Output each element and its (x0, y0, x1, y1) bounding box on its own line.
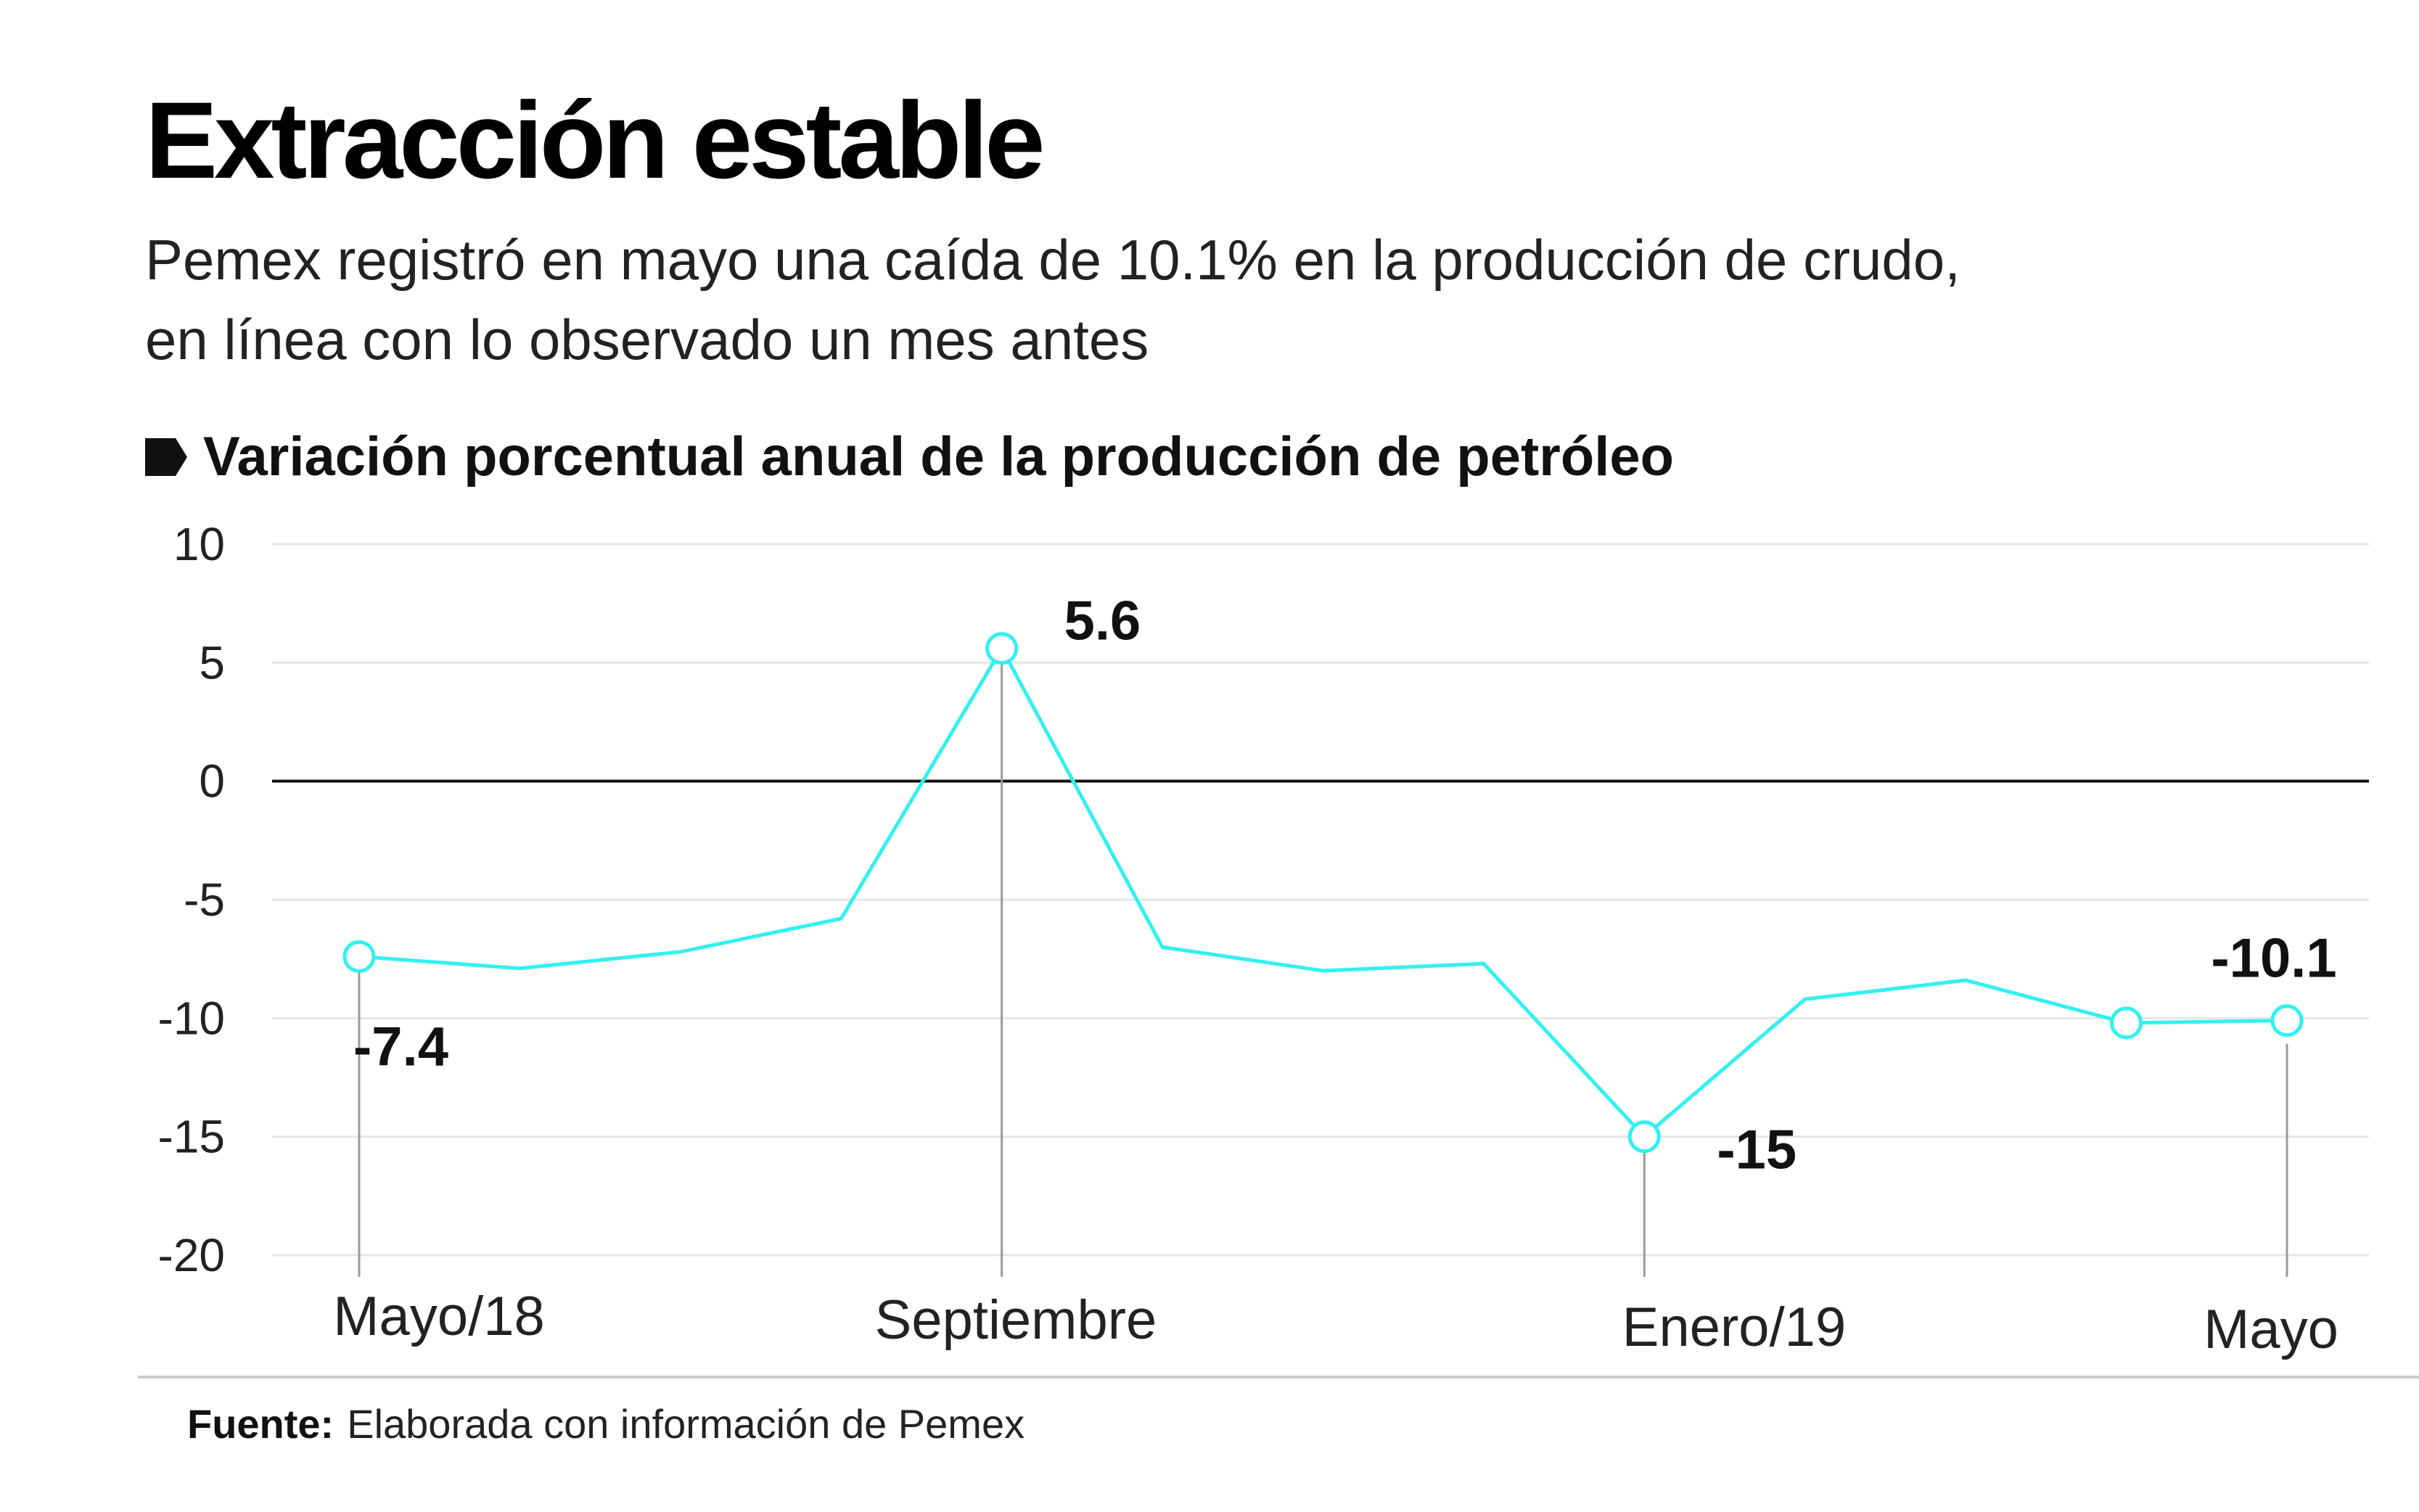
data-point-marker (2270, 1004, 2304, 1038)
data-point-marker (342, 940, 376, 973)
data-point-marker (985, 632, 1019, 665)
y-tick-label: -5 (184, 874, 225, 926)
data-label: -15 (1717, 1119, 1796, 1181)
x-tick-label: Mayo (2204, 1299, 2338, 1360)
source-note: Fuente: Elaborada con información de Peme… (187, 1401, 1024, 1447)
series-line (358, 644, 2288, 1140)
x-tick-label: Mayo/18 (333, 1286, 545, 1347)
series-layer (358, 644, 2288, 1140)
grid-layer: 10 5 0 -5 -10 -15 -20 (158, 518, 2369, 1281)
data-label: -10.1 (2211, 928, 2336, 990)
marker-layer (342, 632, 2304, 1154)
data-point-marker (2110, 1006, 2143, 1040)
x-tick-label: Enero/19 (1622, 1297, 1846, 1358)
y-tick-label: 10 (173, 518, 225, 570)
y-tick-label: -15 (158, 1111, 226, 1163)
y-tick-label: -20 (158, 1229, 226, 1281)
heading-bullet-icon (145, 438, 187, 476)
chart-subtitle-line1: Pemex registró en mayo una caída de 10.1… (145, 228, 1960, 292)
chart-heading: Variación porcentual anual de la producc… (203, 426, 1674, 488)
data-label: -7.4 (353, 1016, 448, 1077)
chart-subtitle-line2: en línea con lo observado un mes antes (145, 308, 1149, 371)
drop-lines (358, 648, 2288, 1277)
y-tick-label: 0 (199, 755, 225, 808)
x-tick-label: Septiembre (875, 1289, 1157, 1351)
data-label-layer: -7.4 5.6 -15 -10.1 (353, 591, 2337, 1181)
source-text: Elaborada con información de Pemex (347, 1401, 1024, 1447)
data-point-marker (1627, 1120, 1661, 1154)
y-tick-label: -10 (158, 992, 226, 1044)
chart-title: Extracción estable (145, 79, 1042, 201)
data-label: 5.6 (1064, 591, 1141, 652)
y-tick-label: 5 (199, 636, 225, 689)
x-axis: Mayo/18 Septiembre Enero/19 Mayo (333, 1286, 2338, 1360)
source-label: Fuente: (187, 1401, 334, 1447)
